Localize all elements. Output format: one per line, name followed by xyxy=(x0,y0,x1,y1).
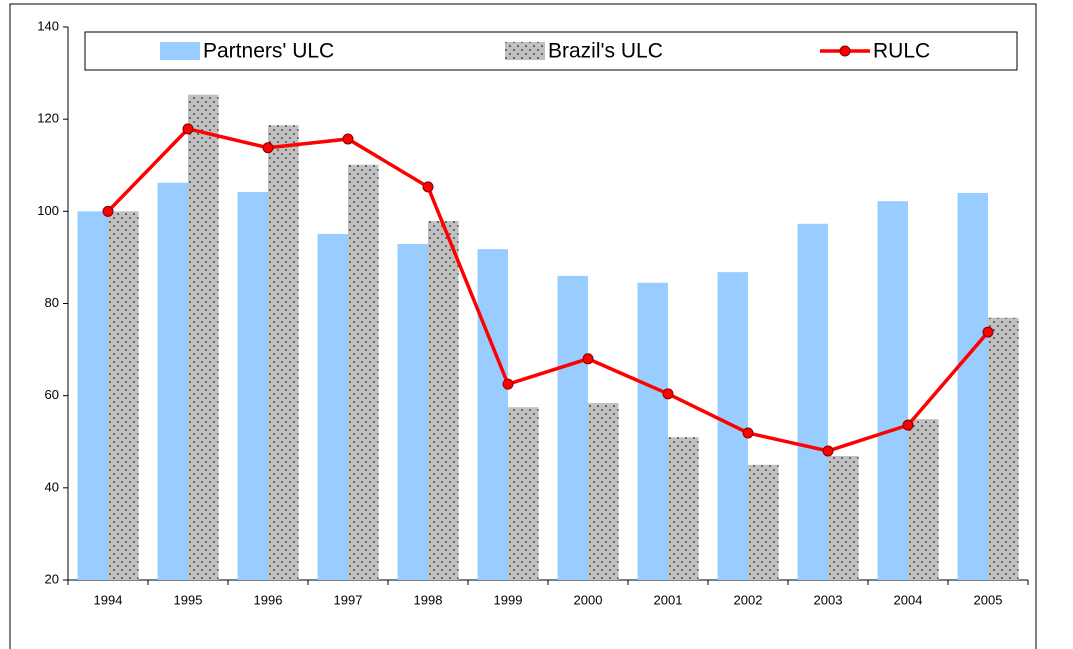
legend-swatch xyxy=(160,42,200,60)
x-tick-label: 2004 xyxy=(894,592,923,607)
line-marker xyxy=(182,123,194,135)
bar xyxy=(477,249,508,580)
x-tick-label: 2001 xyxy=(654,592,683,607)
bar xyxy=(637,282,668,580)
bar xyxy=(317,233,348,580)
y-tick-label: 120 xyxy=(37,111,59,126)
legend-label: Partners' ULC xyxy=(203,40,334,63)
bar xyxy=(557,275,588,580)
line xyxy=(106,126,990,453)
x-tick-label: 2005 xyxy=(974,592,1003,607)
line-marker xyxy=(902,419,914,431)
x-tick-label: 2003 xyxy=(814,592,843,607)
chart-border xyxy=(9,3,1037,649)
bar xyxy=(108,211,139,581)
legend-label: Brazil's ULC xyxy=(548,40,663,63)
bar xyxy=(988,317,1019,580)
bar xyxy=(188,94,219,581)
line-marker xyxy=(582,353,594,365)
y-tick-label: 80 xyxy=(45,295,59,310)
line-marker xyxy=(502,378,514,390)
y-tick-label: 40 xyxy=(45,479,59,494)
legend-swatch xyxy=(505,42,545,60)
x-tick-label: 1999 xyxy=(494,592,523,607)
x-tick-label: 1998 xyxy=(414,592,443,607)
bar xyxy=(348,164,379,580)
bar xyxy=(237,191,268,580)
legend-marker xyxy=(839,45,851,57)
line-marker xyxy=(742,427,754,439)
line-marker xyxy=(262,142,274,154)
y-tick-label: 140 xyxy=(37,18,59,33)
bar xyxy=(877,201,908,580)
bar xyxy=(508,407,539,580)
x-tick-label: 2002 xyxy=(734,592,763,607)
y-tick-label: 60 xyxy=(45,387,59,402)
x-tick-label: 1997 xyxy=(334,592,363,607)
bar xyxy=(428,221,459,580)
bar xyxy=(397,244,428,581)
legend-label: RULC xyxy=(873,40,930,63)
y-tick-label: 100 xyxy=(37,203,59,218)
bar xyxy=(748,464,779,580)
line-marker xyxy=(982,326,994,338)
x-tick-label: 1994 xyxy=(94,592,123,607)
bar xyxy=(957,192,988,580)
line-marker xyxy=(822,445,834,457)
bar xyxy=(157,182,188,581)
line-marker xyxy=(342,133,354,145)
bar xyxy=(77,211,108,581)
line-marker xyxy=(662,388,674,400)
bar xyxy=(268,125,299,580)
bar xyxy=(588,403,619,580)
bar xyxy=(908,419,939,580)
x-tick-label: 1996 xyxy=(254,592,283,607)
bar xyxy=(828,456,859,580)
x-tick-label: 1995 xyxy=(174,592,203,607)
line-marker xyxy=(102,205,114,217)
line-marker xyxy=(422,181,434,193)
y-tick-label: 20 xyxy=(45,571,59,586)
bar xyxy=(668,437,699,580)
x-tick-label: 2000 xyxy=(574,592,603,607)
bar xyxy=(797,223,828,581)
